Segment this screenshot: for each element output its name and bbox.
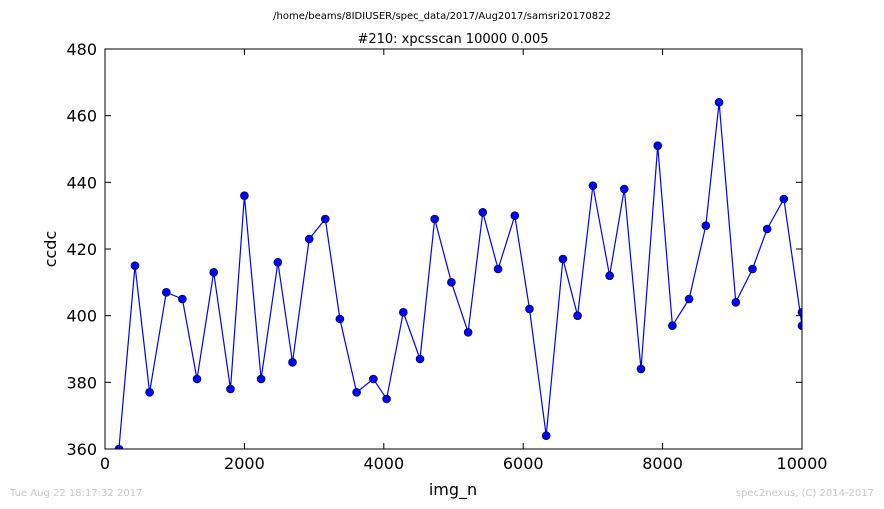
data-point [226,384,235,394]
series-line [118,102,802,449]
data-point [288,358,297,367]
data-point [797,321,802,330]
data-point [382,394,391,404]
y-tick-label: 420 [66,240,97,259]
y-axis-label: ccdc [41,231,60,268]
data-point [209,268,219,277]
data-point [619,184,629,194]
data-point [653,141,663,150]
data-point [541,431,551,440]
x-axis-ticks: 0 2000 4000 6000 8000 10000 [100,49,828,473]
data-point [588,181,598,190]
x-tick-label: 10000 [777,454,828,473]
data-point [335,314,345,324]
data-point [762,224,772,234]
y-axis-ticks: 360 380 400 420 440 460 480 [66,40,802,459]
footer-credit: spec2nexus, (C) 2014-2017 [735,488,874,499]
data-point [178,294,187,304]
data-point [510,211,520,220]
data-point [145,388,154,397]
data-point [352,388,361,397]
data-point [114,444,124,449]
data-point [240,191,249,200]
y-tick-label: 400 [66,307,97,326]
x-tick-label: 2000 [224,454,265,473]
data-point [558,254,568,264]
x-tick-label: 4000 [363,454,404,473]
x-tick-label: 6000 [503,454,544,473]
data-point [748,264,757,274]
data-point [369,374,378,384]
axes-frame [104,48,803,450]
data-point [399,308,408,317]
data-point [430,214,439,224]
y-tick-label: 380 [66,373,97,392]
data-point [636,364,646,374]
x-tick-label: 8000 [642,454,683,473]
data-point [731,298,741,307]
data-point [130,261,140,270]
data-layer [114,98,802,449]
data-point [684,294,694,304]
data-point [797,308,802,317]
data-point [162,288,171,297]
data-point [525,304,534,314]
data-point [304,234,314,244]
y-tick-label: 440 [66,173,97,192]
data-point [415,354,425,364]
data-point [463,328,473,337]
chart-title: #210: xpcsscan 10000 0.005 [357,32,548,47]
data-point [320,214,330,224]
data-point [478,208,488,217]
plot-area [104,48,803,450]
footer-timestamp: Tue Aug 22 18:17:32 2017 [10,488,143,499]
data-point [573,311,582,320]
data-point [273,258,283,267]
chart-suptitle: /home/beams/8IDIUSER/spec_data/2017/Aug2… [273,11,611,22]
y-tick-label: 460 [66,107,97,126]
data-point [493,264,503,274]
y-tick-label: 360 [66,440,97,459]
data-point [192,374,202,384]
data-point [256,374,266,384]
y-tick-label: 480 [66,40,97,59]
data-point [701,221,711,230]
data-point [714,98,724,107]
x-axis-label: img_n [429,480,477,500]
data-point [668,321,677,330]
data-point [447,278,456,287]
data-point [779,194,789,204]
data-point [605,271,614,280]
x-tick-label: 0 [100,454,110,473]
